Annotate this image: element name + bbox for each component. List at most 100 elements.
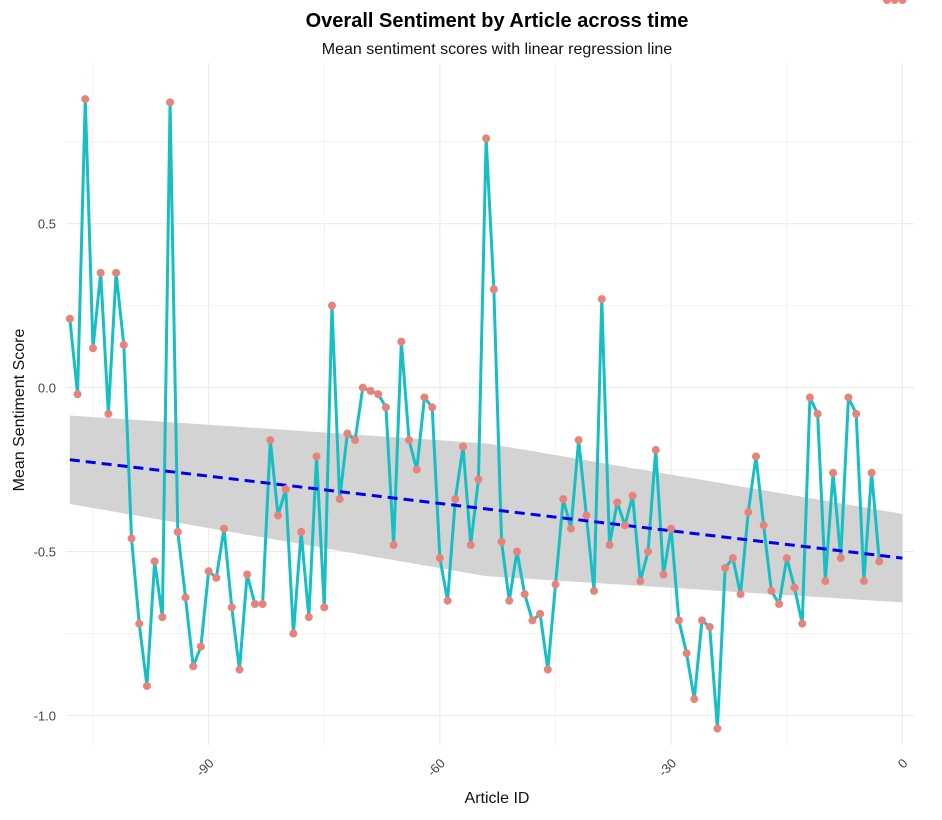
data-point: [875, 557, 884, 566]
data-point: [312, 452, 321, 461]
data-point: [435, 554, 444, 563]
data-point: [705, 622, 714, 631]
data-point: [805, 393, 814, 402]
data-point: [358, 383, 367, 392]
grid: [66, 63, 914, 745]
data-point: [574, 436, 583, 445]
data-point: [119, 340, 128, 349]
data-point: [698, 616, 706, 625]
data-point: [274, 511, 282, 520]
data-point: [250, 600, 259, 609]
data-point: [852, 409, 861, 418]
y-tick-label: -1.0: [34, 708, 56, 723]
data-point: [158, 613, 167, 622]
data-point: [420, 393, 429, 402]
data-point: [135, 619, 144, 628]
data-point: [297, 527, 306, 536]
axis-ticks: -90 -60 -30 0 -1.0 -0.5 0.0 0.5: [34, 217, 911, 780]
data-point: [867, 468, 876, 477]
data-point: [667, 524, 676, 533]
data-point: [682, 649, 691, 658]
data-point: [713, 724, 722, 733]
x-tick-label: -90: [193, 756, 217, 780]
data-point: [813, 409, 822, 418]
data-point: [721, 563, 730, 572]
data-point: [235, 665, 244, 674]
data-point: [636, 577, 645, 586]
data-point: [65, 314, 74, 323]
data-point: [844, 393, 853, 402]
data-point: [821, 577, 830, 586]
data-point: [482, 134, 491, 143]
data-point: [366, 386, 375, 395]
x-tick-label: -60: [424, 756, 448, 780]
data-points: [65, 0, 907, 733]
series-line-group: [68, 97, 881, 731]
data-point: [775, 600, 784, 609]
data-point: [744, 508, 753, 517]
data-point: [189, 662, 198, 671]
x-tick-label: 0: [895, 756, 911, 772]
data-point: [335, 495, 344, 504]
data-point: [690, 695, 699, 704]
data-point: [551, 580, 560, 589]
chart-subtitle: Mean sentiment scores with linear regres…: [322, 41, 672, 58]
data-point: [489, 285, 498, 294]
data-point: [327, 301, 336, 310]
data-point: [412, 465, 421, 474]
y-tick-label: -0.5: [34, 545, 56, 560]
data-point: [751, 452, 760, 461]
data-point: [127, 534, 136, 543]
data-point: [196, 642, 205, 651]
data-point: [782, 554, 791, 563]
data-point: [590, 586, 599, 595]
data-point: [559, 495, 568, 504]
data-point: [150, 557, 159, 566]
data-point: [320, 603, 329, 612]
data-point: [374, 390, 383, 399]
data-point: [597, 295, 606, 304]
data-point: [459, 442, 468, 451]
data-point: [381, 403, 390, 412]
data-point: [474, 475, 483, 484]
data-point: [674, 616, 683, 625]
x-tick-label: -30: [655, 756, 679, 780]
data-point: [644, 547, 653, 556]
data-point: [620, 521, 629, 530]
data-point: [443, 596, 452, 605]
data-point: [613, 498, 622, 507]
data-point: [181, 593, 190, 602]
chart-title: Overall Sentiment by Article across time: [306, 10, 689, 32]
data-point: [351, 436, 360, 445]
data-point: [220, 524, 229, 533]
data-point: [728, 554, 737, 563]
sentiment-line: [68, 97, 881, 731]
data-point: [104, 409, 113, 418]
data-point: [659, 570, 668, 579]
data-point: [281, 485, 290, 494]
data-point: [497, 537, 506, 546]
data-point: [304, 613, 313, 622]
data-point: [605, 540, 614, 549]
data-point: [112, 268, 121, 277]
data-point: [798, 619, 807, 628]
data-point: [512, 547, 521, 556]
data-point: [397, 337, 406, 346]
regression-line-group: [69, 458, 903, 560]
data-point: [173, 527, 182, 536]
data-point: [859, 577, 868, 586]
data-point: [759, 521, 768, 530]
y-tick-label: 0.5: [38, 217, 56, 232]
data-point: [520, 590, 529, 599]
data-point: [582, 511, 591, 520]
data-point: [883, 0, 892, 4]
data-point: [890, 0, 899, 4]
data-point: [736, 590, 745, 599]
data-point: [829, 468, 838, 477]
data-point: [266, 436, 275, 445]
data-point: [566, 524, 575, 533]
data-point: [289, 629, 298, 638]
data-point: [258, 600, 267, 609]
